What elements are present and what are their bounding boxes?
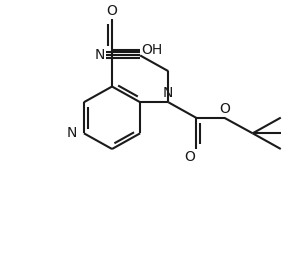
- Text: N: N: [94, 48, 105, 62]
- Text: O: O: [184, 150, 195, 165]
- Text: N: N: [67, 126, 78, 140]
- Text: O: O: [107, 4, 117, 18]
- Text: OH: OH: [142, 43, 163, 57]
- Text: O: O: [219, 102, 230, 116]
- Text: N: N: [163, 86, 174, 100]
